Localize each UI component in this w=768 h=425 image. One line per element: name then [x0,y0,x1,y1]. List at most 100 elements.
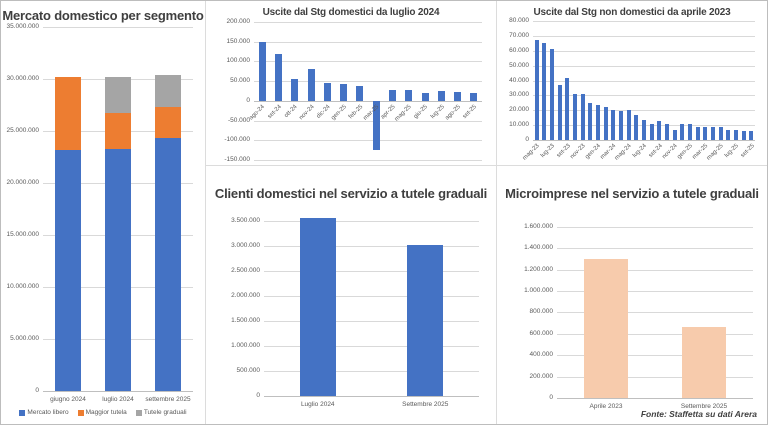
gridline: 2.000.000 [231,292,479,299]
x-axis-category-label: luglio 2024 [102,396,134,403]
gridline: 200.000 [227,18,482,25]
legend-item: Mercato libero [19,409,69,416]
bar [749,131,754,140]
gridline: 50.000 [230,77,482,84]
y-axis-tick-label: 30.000.000 [6,75,39,82]
x-axis-category-label: giugno 2024 [50,396,86,403]
x-axis-line: 0 [35,387,193,394]
x-axis-category-label: settembre 2025 [145,396,191,403]
bar [291,79,299,101]
y-axis-tick-label: 100.000 [226,57,251,65]
gridline: 1.000.000 [231,342,479,349]
x-axis-category-label: mag-23 [522,143,542,162]
bar [407,244,444,396]
x-axis-category-label: ago-25 [444,103,462,122]
bar [470,92,478,101]
y-axis-tick-label: 0 [256,392,260,399]
gridline: 1.600.000 [524,223,753,230]
x-axis-line: 0 [246,97,482,104]
gridline: 30.000 [509,91,755,98]
bar [710,127,715,140]
y-axis-tick-label: 1.600.000 [524,222,553,230]
bar [672,130,677,140]
x-axis-category-label: nov-24 [661,143,679,161]
x-axis-category-label: mag-25 [706,143,725,162]
bar [299,218,336,396]
x-axis-category-label: lug-24 [632,143,649,160]
y-axis-tick-label: 30.000 [509,91,529,99]
chart-legend: Mercato libero Maggior tutela Tutele gradu… [1,409,205,416]
chart-plot-area: 35.000.000 30.000.000 25.000.000 20.000.000… [6,23,193,403]
chart-title: Clienti domestici nel servizio a tutele … [214,186,488,201]
bar [619,110,624,140]
gridline: 200.000 [530,373,753,380]
bar [356,85,364,101]
bar [726,129,731,140]
gridline: 100.000 [227,57,482,64]
y-axis-tick-label: 25.000.000 [6,127,39,134]
y-axis-tick-label: 0 [549,394,553,401]
gridline: 70.000 [509,32,755,39]
legend-swatch [19,409,26,416]
y-axis-tick-label: 1.500.000 [231,317,260,324]
y-axis-tick-label: 1.200.000 [524,265,553,273]
bar [680,123,685,140]
legend-swatch [77,409,84,416]
y-axis-tick-label: 200.000 [529,372,554,380]
x-axis-category-label: giu-25 [413,103,430,120]
chart-uscite-stg-non-domestici-panel: Uscite dal Stg non domestici da aprile 2… [496,1,767,165]
y-axis-tick-label: 80.000 [509,17,529,24]
legend-swatch [135,409,142,416]
y-axis-tick-label: 50.000 [509,61,529,69]
y-axis-tick-label: 0 [525,136,529,143]
legend-label: Mercato libero [27,409,69,416]
y-axis-tick-label: 800.000 [529,308,554,316]
bar [550,49,555,140]
y-axis-tick-label: 600.000 [529,329,554,337]
x-axis-category-label: dic-24 [315,103,332,120]
y-axis-tick-label: -50.000 [227,116,250,124]
x-axis-category-label: set-24 [266,103,283,120]
bar [596,105,601,140]
bar [664,124,669,140]
gridline: 20.000 [509,106,755,113]
x-axis-category-label: ago-24 [248,103,267,122]
bar [307,69,315,101]
chart-title: Uscite dal Stg domestici da luglio 2024 [262,7,440,18]
bar [155,74,181,108]
chart-plot-area: 80.000 70.000 60.000 50.000 40.000 30.000 20.0… [509,17,755,162]
bar [534,40,539,140]
gridline: 1.500.000 [231,317,479,324]
y-axis-tick-label: 500.000 [236,367,261,374]
gridline: -50.000 [228,117,482,124]
x-axis-line: 0 [549,394,753,401]
bar [703,127,708,140]
y-axis-tick-label: 15.000.000 [6,231,39,238]
y-axis-tick-label: 200.000 [226,18,251,25]
gridline: 40.000 [509,77,755,84]
x-axis-category-label: ott-24 [283,103,299,119]
y-axis-tick-label: 0 [246,96,250,104]
bar [741,131,746,140]
bar [388,90,396,101]
chart-title: Microimprese nel servizio a tutele gradu… [505,186,759,201]
y-axis-tick-label: 150.000 [226,37,251,45]
y-axis-tick-label: 1.400.000 [524,244,553,252]
legend-label: Maggior tutela [85,409,127,416]
x-axis-category-label: lug-25 [724,143,741,160]
y-axis-tick-label: 10.000.000 [6,283,39,290]
bar [565,77,570,140]
bar [718,127,723,140]
x-axis-category-label: Settembre 2025 [680,403,728,410]
x-axis-line: 0 [256,392,479,399]
bar [54,76,81,150]
chart-clienti-domestici-panel: Clienti domestici nel servizio a tutele … [205,165,496,424]
gridline: 60.000 [509,47,755,54]
y-axis-tick-label: 1.000.000 [231,342,260,349]
y-axis-tick-label: 10.000 [509,121,529,129]
bar [687,123,692,140]
bar [733,130,738,140]
bar [682,327,726,398]
x-axis-category-label: nov-24 [298,103,316,122]
